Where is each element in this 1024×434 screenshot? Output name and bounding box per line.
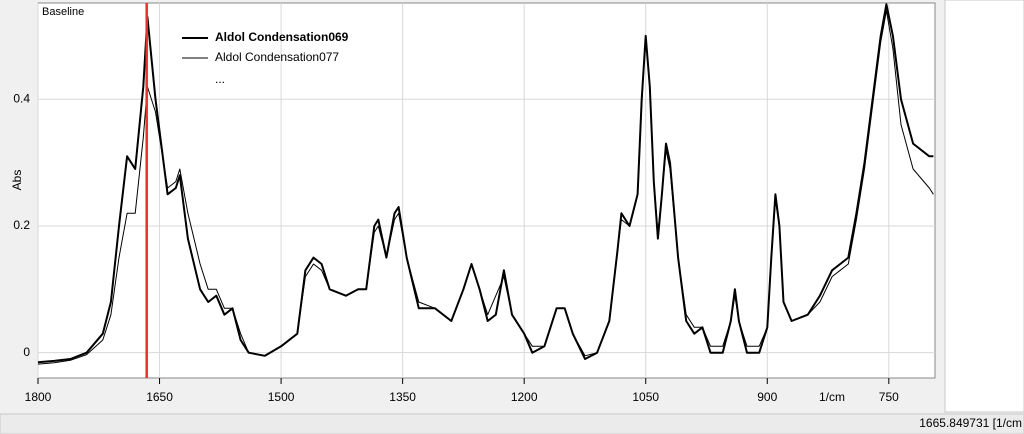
lines [37,3,934,365]
x-tick-label: 1050 [632,390,659,404]
panel-title: Baseline [42,6,84,18]
status-bar [0,413,1024,434]
x-tick-label: 900 [757,390,777,404]
x-tick-label: 1200 [511,390,538,404]
x-axis-label: 1/cm [819,390,845,404]
legend-more: ... [215,72,225,86]
side-panel [944,0,1024,413]
x-tick-label: 1500 [268,390,295,404]
x-tick-label: 1800 [25,390,52,404]
cursor-readout: 1665.849731 [1/cm [919,416,1022,430]
grid [37,3,935,378]
x-tick-label: 750 [879,390,899,404]
y-tick-label: 0.4 [13,91,30,105]
legend-label: Aldol Condensation069 [215,30,349,44]
y-tick-label: 0.2 [13,218,30,232]
y-axis-label: Abs [10,170,24,191]
x-tick-label: 1350 [389,390,416,404]
legend-label: Aldol Condensation077 [215,50,339,64]
spectrum-line [37,10,934,365]
x-tick-label: 1650 [146,390,173,404]
y-tick-label: 0 [23,345,30,359]
